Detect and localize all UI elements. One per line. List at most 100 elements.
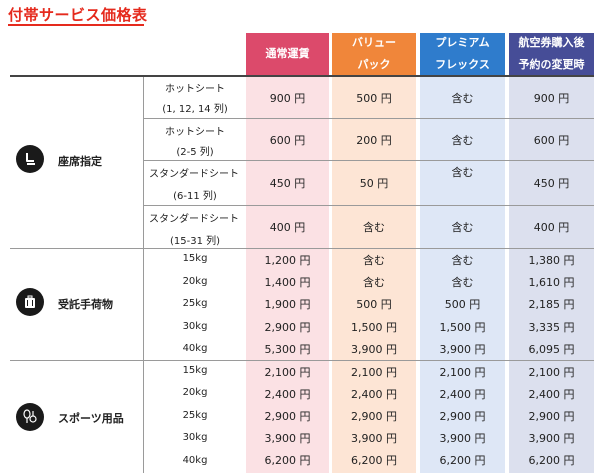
column-bg-premium-flex [420, 77, 505, 473]
sports-price-after-purchase: 6,200 円 [528, 454, 575, 467]
baggage-price-regular: 1,900 円 [264, 298, 311, 311]
baggage-price-value-pack: 1,500 円 [351, 321, 397, 334]
seat-price-premium-flex: 含む [451, 133, 474, 147]
seat-price-premium-flex: 含む [451, 92, 474, 105]
seat-price-premium-flex: 含む [451, 166, 474, 179]
column-bg-value-pack [332, 77, 416, 473]
header-line1: 航空券購入後 [518, 36, 585, 49]
baggage-price-premium-flex: 3,900 円 [439, 343, 486, 356]
sports-price-premium-flex: 6,200 円 [439, 454, 486, 467]
baggage-price-after-purchase: 6,095 円 [528, 343, 575, 356]
section-divider [10, 360, 594, 361]
seat-icon [16, 145, 44, 173]
sports-price-regular: 3,900 円 [264, 432, 311, 445]
baggage-price-value-pack: 含む [363, 254, 385, 267]
seat-price-after-purchase: 600 円 [533, 133, 570, 147]
column-bg-after-purchase [509, 77, 594, 473]
header-line1: プレミアム [435, 36, 490, 49]
baggage-price-after-purchase: 1,380 円 [528, 254, 575, 267]
seat-row-sub: (2-5 列) [176, 147, 214, 158]
seat-price-after-purchase: 400 円 [533, 221, 570, 234]
sports-price-regular: 2,100 円 [264, 366, 311, 379]
page-title: 付帯サービス価格表 [8, 6, 148, 24]
seat-price-value-pack: 200 円 [356, 133, 392, 147]
sports-price-regular: 6,200 円 [264, 454, 311, 467]
baggage-weight: 20kg [182, 276, 208, 287]
sports-equipment-icon [16, 403, 44, 431]
column-bg-regular [246, 77, 329, 473]
seat-price-value-pack: 50 円 [359, 177, 389, 190]
baggage-price-premium-flex: 含む [451, 254, 474, 267]
category-baggage-label: 受託手荷物 [58, 298, 113, 311]
sports-price-regular: 2,400 円 [264, 388, 311, 401]
seat-row-sub: (15-31 列) [169, 236, 221, 247]
suitcase-icon [16, 288, 44, 316]
sports-weight: 20kg [182, 387, 208, 398]
seat-price-value-pack: 含む [363, 221, 385, 234]
seat-price-value-pack: 500 円 [356, 92, 392, 105]
sports-price-after-purchase: 3,900 円 [528, 432, 575, 445]
sports-price-after-purchase: 2,900 円 [528, 410, 575, 423]
sports-weight: 40kg [182, 455, 208, 466]
header-line1: 通常運賃 [265, 47, 310, 60]
seat-row-name: スタンダードシート [149, 214, 239, 225]
baggage-price-value-pack: 500 円 [356, 298, 392, 311]
baggage-price-regular: 2,900 円 [264, 321, 311, 334]
seat-price-premium-flex: 含む [451, 221, 474, 234]
seat-row-name: スタンダードシート [149, 169, 239, 180]
row-divider [143, 205, 594, 206]
header-value-pack: バリュー パック [332, 33, 416, 75]
sports-weight: 25kg [182, 410, 208, 421]
sports-price-value-pack: 2,100 円 [351, 366, 397, 379]
seat-row-name: ホットシート [165, 84, 225, 95]
sports-weight: 30kg [182, 432, 208, 443]
section-divider [10, 248, 594, 249]
baggage-price-after-purchase: 3,335 円 [528, 321, 575, 334]
sports-price-regular: 2,900 円 [264, 410, 311, 423]
baggage-price-regular: 1,400 円 [264, 276, 311, 289]
baggage-weight: 30kg [182, 321, 208, 332]
baggage-weight: 15kg [182, 253, 208, 264]
baggage-price-value-pack: 3,900 円 [351, 343, 397, 356]
column-divider [143, 77, 144, 473]
seat-price-regular: 600 円 [269, 133, 306, 147]
header-premium-flex: プレミアム フレックス [420, 33, 505, 75]
header-line2: 予約の変更時 [518, 58, 585, 71]
sports-price-value-pack: 2,900 円 [351, 410, 397, 423]
title-underline [8, 24, 144, 26]
seat-price-after-purchase: 450 円 [533, 177, 570, 190]
row-divider [143, 118, 594, 119]
sports-price-after-purchase: 2,400 円 [528, 388, 575, 401]
seat-row-sub: (1, 12, 14 列) [162, 104, 228, 115]
baggage-price-premium-flex: 500 円 [444, 298, 481, 311]
baggage-price-regular: 5,300 円 [264, 343, 311, 356]
baggage-price-regular: 1,200 円 [264, 254, 311, 267]
baggage-weight: 25kg [182, 298, 208, 309]
sports-price-value-pack: 6,200 円 [351, 454, 397, 467]
sports-weight: 15kg [182, 365, 208, 376]
sports-price-premium-flex: 2,400 円 [439, 388, 486, 401]
baggage-price-after-purchase: 1,610 円 [528, 276, 575, 289]
seat-row-name: ホットシート [165, 127, 225, 138]
sports-price-premium-flex: 2,100 円 [439, 366, 486, 379]
header-regular-fare: 通常運賃 [246, 33, 329, 75]
baggage-price-premium-flex: 1,500 円 [439, 321, 486, 334]
sports-price-premium-flex: 2,900 円 [439, 410, 486, 423]
header-line2: フレックス [435, 58, 490, 71]
category-sports-label: スポーツ用品 [58, 412, 124, 425]
header-line2: パック [357, 58, 391, 71]
baggage-price-premium-flex: 含む [451, 276, 474, 289]
seat-price-after-purchase: 900 円 [533, 92, 570, 105]
row-divider [143, 160, 594, 161]
sports-price-value-pack: 3,900 円 [351, 432, 397, 445]
seat-price-regular: 900 円 [269, 92, 306, 105]
table-top-rule [10, 75, 594, 77]
baggage-weight: 40kg [182, 343, 208, 354]
category-seat-label: 座席指定 [58, 155, 102, 168]
baggage-price-after-purchase: 2,185 円 [528, 298, 575, 311]
sports-price-value-pack: 2,400 円 [351, 388, 397, 401]
header-after-purchase-change: 航空券購入後 予約の変更時 [509, 33, 594, 75]
header-line1: バリュー [352, 36, 396, 49]
baggage-price-value-pack: 含む [363, 276, 385, 289]
seat-price-regular: 450 円 [269, 177, 306, 190]
